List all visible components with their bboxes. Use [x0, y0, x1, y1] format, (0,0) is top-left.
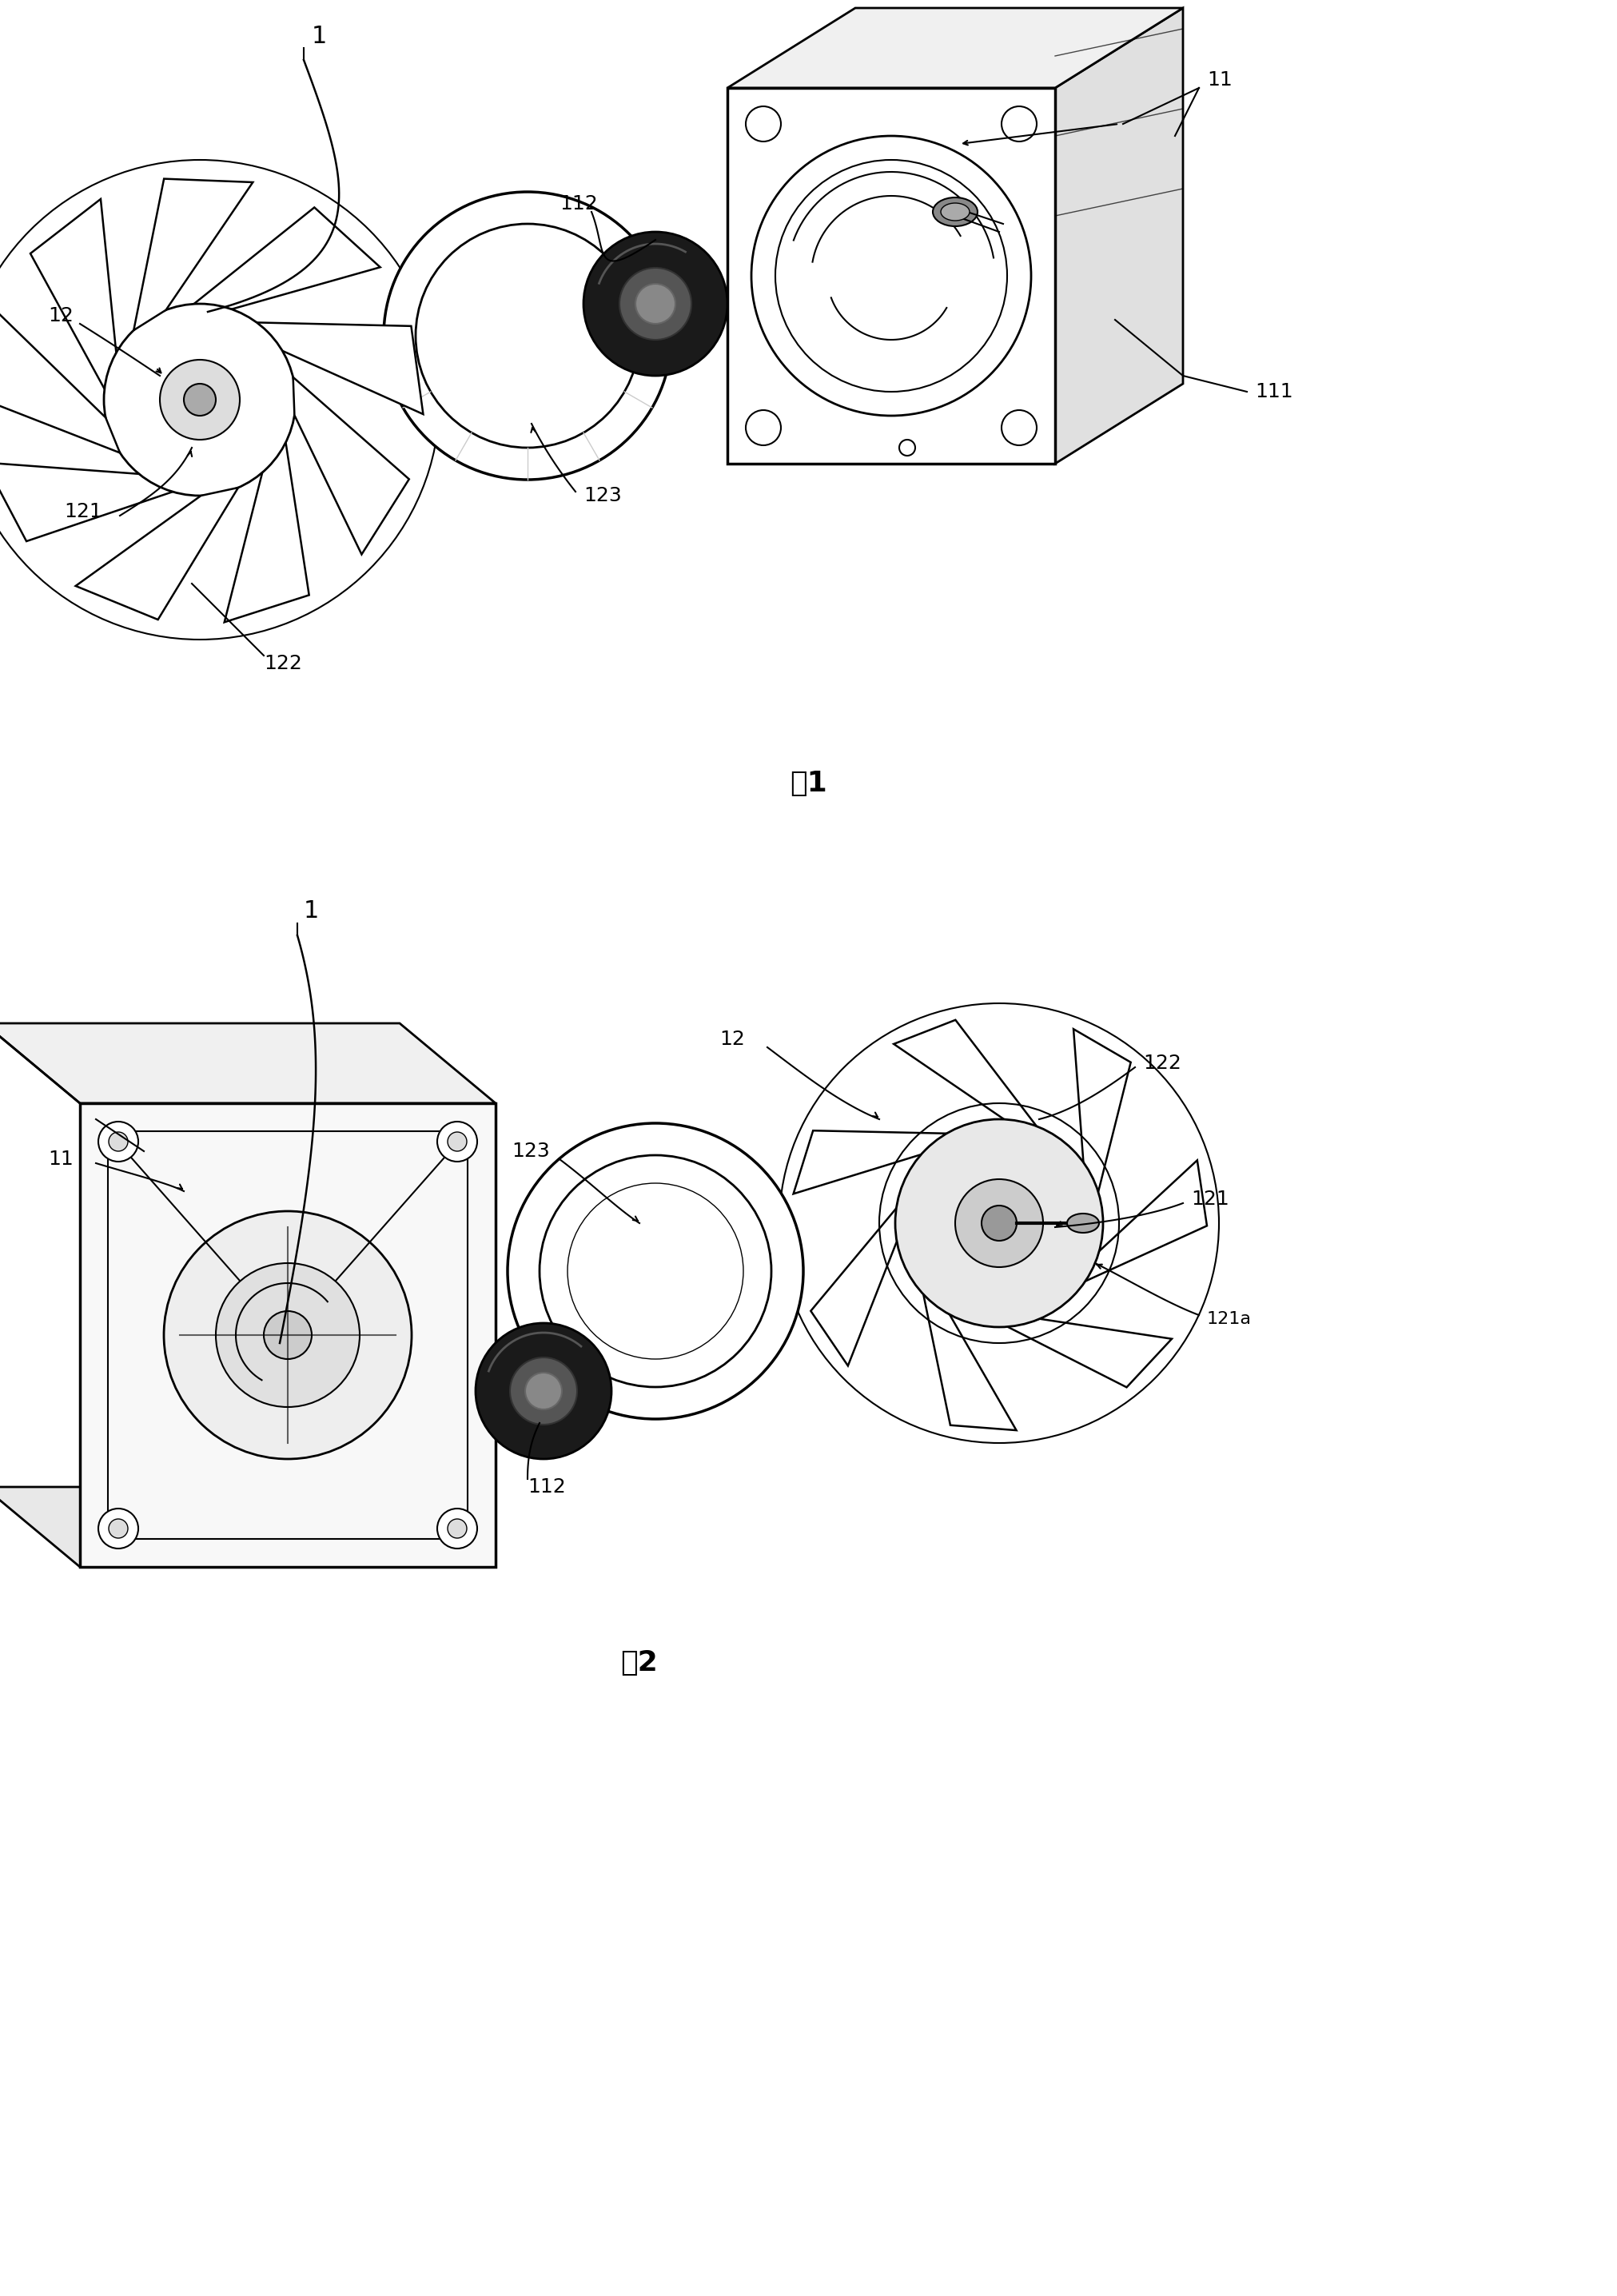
Ellipse shape — [933, 197, 977, 227]
Ellipse shape — [745, 106, 781, 142]
Polygon shape — [79, 1104, 495, 1566]
Text: 111: 111 — [1255, 381, 1292, 402]
Text: 121: 121 — [65, 503, 102, 521]
Text: 123: 123 — [511, 1141, 550, 1162]
Ellipse shape — [635, 285, 674, 324]
Text: 121: 121 — [1190, 1189, 1229, 1208]
Ellipse shape — [99, 1508, 137, 1548]
Polygon shape — [134, 179, 252, 331]
Polygon shape — [0, 1488, 495, 1566]
Ellipse shape — [437, 1123, 477, 1162]
Text: 112: 112 — [527, 1476, 566, 1497]
Ellipse shape — [264, 1311, 312, 1359]
Polygon shape — [1054, 7, 1182, 464]
Ellipse shape — [475, 1322, 611, 1458]
Text: 122: 122 — [264, 654, 302, 673]
Polygon shape — [0, 461, 173, 542]
Ellipse shape — [215, 1263, 359, 1407]
Ellipse shape — [163, 1212, 411, 1458]
Ellipse shape — [448, 1132, 467, 1150]
Ellipse shape — [1001, 411, 1036, 445]
Text: 图1: 图1 — [789, 769, 828, 797]
Polygon shape — [1007, 1318, 1171, 1387]
Text: 112: 112 — [559, 195, 597, 214]
Text: 123: 123 — [584, 487, 621, 505]
Ellipse shape — [383, 193, 671, 480]
Ellipse shape — [619, 269, 690, 340]
Ellipse shape — [99, 1123, 137, 1162]
Polygon shape — [728, 7, 1182, 87]
Polygon shape — [0, 310, 120, 452]
Ellipse shape — [509, 1357, 577, 1424]
Polygon shape — [31, 200, 116, 388]
Polygon shape — [194, 207, 380, 310]
Polygon shape — [225, 443, 309, 622]
Text: 11: 11 — [49, 1150, 73, 1169]
Polygon shape — [923, 1295, 1015, 1430]
Ellipse shape — [184, 383, 215, 416]
Ellipse shape — [538, 1155, 771, 1387]
Ellipse shape — [568, 1182, 742, 1359]
Text: 1: 1 — [312, 25, 327, 48]
Polygon shape — [1074, 1029, 1130, 1192]
Text: 12: 12 — [49, 305, 73, 326]
Text: 图2: 图2 — [621, 1649, 658, 1676]
Ellipse shape — [894, 1118, 1103, 1327]
Ellipse shape — [448, 1520, 467, 1538]
Polygon shape — [293, 377, 409, 553]
Ellipse shape — [103, 303, 296, 496]
Ellipse shape — [108, 1132, 128, 1150]
Text: 12: 12 — [720, 1029, 744, 1049]
Text: 1: 1 — [304, 900, 319, 923]
Ellipse shape — [508, 1123, 804, 1419]
Polygon shape — [810, 1208, 896, 1366]
Ellipse shape — [416, 223, 639, 448]
Ellipse shape — [1001, 106, 1036, 142]
Ellipse shape — [982, 1205, 1015, 1240]
Text: 122: 122 — [1143, 1054, 1180, 1072]
Ellipse shape — [108, 1520, 128, 1538]
Text: 121a: 121a — [1206, 1311, 1252, 1327]
Polygon shape — [257, 321, 424, 413]
Ellipse shape — [745, 411, 781, 445]
Ellipse shape — [1067, 1215, 1098, 1233]
Ellipse shape — [437, 1508, 477, 1548]
Polygon shape — [893, 1019, 1036, 1127]
Ellipse shape — [750, 135, 1030, 416]
Ellipse shape — [954, 1180, 1043, 1267]
Ellipse shape — [160, 360, 239, 441]
Text: 11: 11 — [1206, 71, 1232, 90]
Polygon shape — [76, 487, 238, 620]
Ellipse shape — [775, 161, 1007, 393]
Polygon shape — [0, 1024, 495, 1104]
Polygon shape — [1085, 1159, 1206, 1281]
Ellipse shape — [584, 232, 728, 377]
Ellipse shape — [941, 202, 969, 220]
Ellipse shape — [899, 441, 915, 455]
Polygon shape — [728, 87, 1054, 464]
Ellipse shape — [526, 1373, 561, 1410]
Polygon shape — [792, 1130, 946, 1194]
